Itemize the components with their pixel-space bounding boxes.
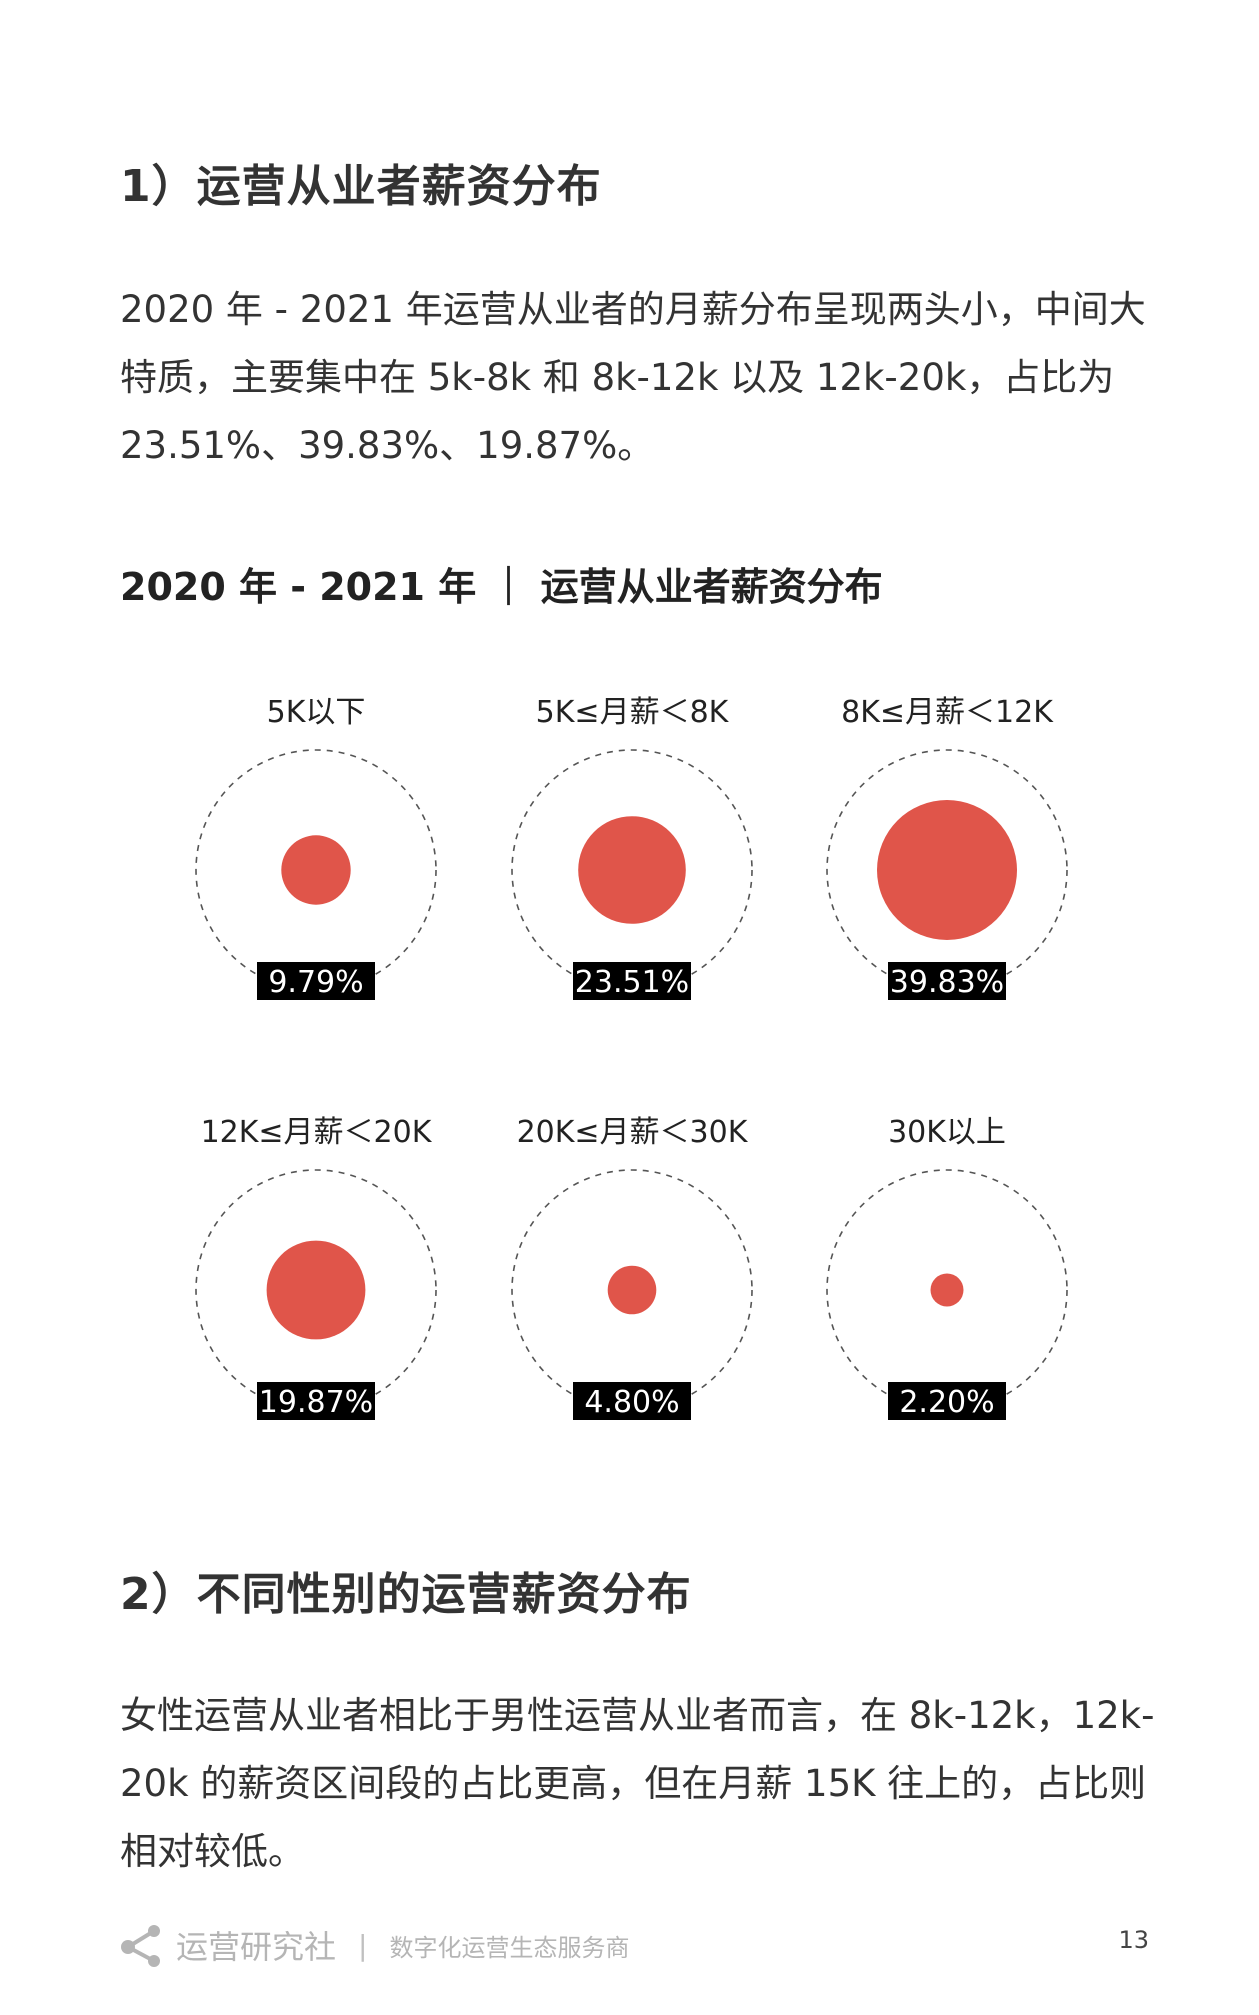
salary-bubble-chart: 5K以下 9.79% 5K≤月薪＜8K 23.51% 8K≤月薪＜12K 39.83% 12… xyxy=(195,695,1068,1420)
category-label: 30K以上 xyxy=(888,1115,1006,1150)
value-bubble xyxy=(266,1240,366,1340)
value-label: 39.83% xyxy=(890,965,1004,1000)
outline-ring xyxy=(195,1169,437,1411)
outline-ring xyxy=(826,1169,1068,1411)
bubble-group: 8K≤月薪＜12K 39.83% xyxy=(826,695,1068,1000)
value-bubble xyxy=(578,816,686,924)
value-label-bg xyxy=(257,1382,375,1420)
bubble-group: 5K≤月薪＜8K 23.51% xyxy=(511,695,753,1000)
bubble-group: 5K以下 9.79% xyxy=(195,695,437,1000)
category-label: 5K≤月薪＜8K xyxy=(536,695,730,730)
bubble-group: 30K以上 2.20% xyxy=(826,1115,1068,1420)
page-number: 13 xyxy=(1118,1926,1149,1954)
value-label: 9.79% xyxy=(268,965,363,1000)
value-label-bg xyxy=(257,962,375,1000)
value-bubble xyxy=(930,1273,964,1307)
section1-paragraph: 2020 年 - 2021 年运营从业者的月薪分布呈现两头小，中间大特质，主要集… xyxy=(120,288,1146,467)
outline-ring xyxy=(511,749,753,991)
category-label: 5K以下 xyxy=(267,695,366,730)
outline-ring xyxy=(826,749,1068,991)
value-bubble xyxy=(877,800,1017,940)
footer-brand: 运营研究社 xyxy=(176,1928,337,1966)
value-label: 19.87% xyxy=(259,1385,373,1420)
footer: 运营研究社 | 数字化运营生态服务商 xyxy=(120,1918,629,1972)
outline-ring xyxy=(195,749,437,991)
value-label-bg xyxy=(888,1382,1006,1420)
value-label-bg xyxy=(573,962,691,1000)
bubble-group: 12K≤月薪＜20K 19.87% xyxy=(195,1115,437,1420)
outline-ring xyxy=(511,1169,753,1411)
value-bubble xyxy=(281,835,351,905)
category-label: 12K≤月薪＜20K xyxy=(201,1115,433,1150)
category-label: 8K≤月薪＜12K xyxy=(841,695,1054,730)
bubble-group: 20K≤月薪＜30K 4.80% xyxy=(511,1115,753,1420)
value-label-bg xyxy=(573,1382,691,1420)
share-icon xyxy=(121,1925,160,1967)
value-label: 4.80% xyxy=(584,1385,679,1420)
footer-slogan: 数字化运营生态服务商 xyxy=(389,1933,630,1962)
value-bubble xyxy=(607,1265,657,1315)
value-label-bg xyxy=(888,962,1006,1000)
value-label: 2.20% xyxy=(899,1385,994,1420)
footer-separator: | xyxy=(358,1928,368,1962)
category-label: 20K≤月薪＜30K xyxy=(517,1115,749,1150)
chart-title: 2020 年 - 2021 年 ｜ 运营从业者薪资分布 xyxy=(120,565,883,609)
section2-paragraph: 女性运营从业者相比于男性运营从业者而言，在 8k-12k，12k-20k 的薪资… xyxy=(120,1694,1155,1873)
section2-heading: 2）不同性别的运营薪资分布 xyxy=(120,1569,692,1620)
value-label: 23.51% xyxy=(575,965,689,1000)
section1-heading: 1）运营从业者薪资分布 xyxy=(120,161,602,212)
